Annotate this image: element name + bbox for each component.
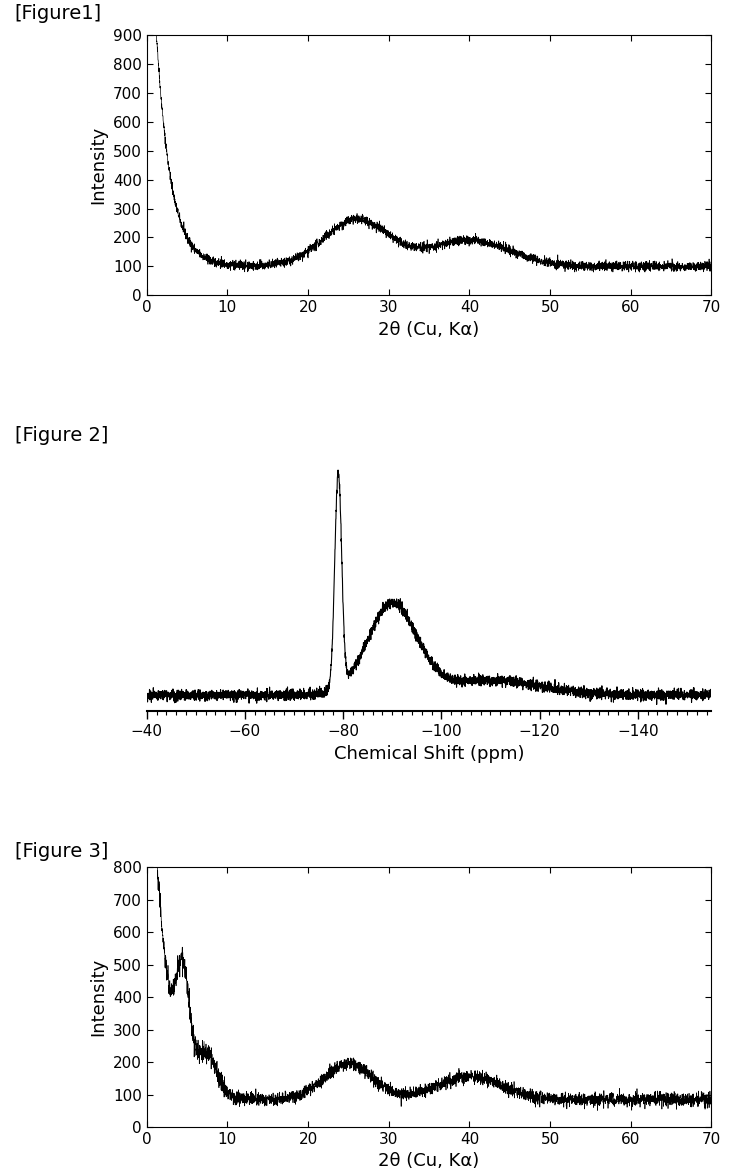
X-axis label: 2θ (Cu, Kα): 2θ (Cu, Kα) [378,1153,479,1170]
X-axis label: Chemical Shift (ppm): Chemical Shift (ppm) [334,744,524,763]
Text: [Figure 2]: [Figure 2] [15,426,108,445]
Text: [Figure1]: [Figure1] [15,5,102,23]
Text: [Figure 3]: [Figure 3] [15,842,108,862]
Y-axis label: Intensity: Intensity [89,958,107,1037]
X-axis label: 2θ (Cu, Kα): 2θ (Cu, Kα) [378,321,479,338]
Y-axis label: Intensity: Intensity [89,126,107,204]
